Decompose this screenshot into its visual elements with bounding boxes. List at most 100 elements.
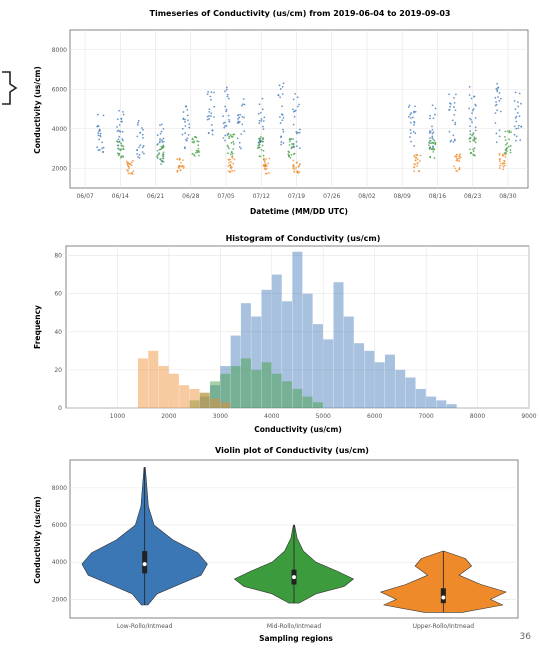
timeseries-point — [179, 169, 182, 172]
timeseries-point — [230, 166, 233, 169]
timeseries-point — [159, 132, 162, 135]
timeseries-point — [128, 167, 130, 170]
timeseries-point — [208, 118, 210, 120]
timeseries-point — [191, 138, 194, 141]
timeseries-point — [160, 123, 163, 126]
timeseries-point — [287, 153, 290, 155]
timeseries-point — [459, 153, 462, 155]
histogram-gridlines — [66, 246, 530, 409]
timeseries-point — [494, 112, 497, 115]
timeseries-point — [410, 140, 412, 143]
timeseries-point — [499, 97, 502, 100]
timeseries-point — [289, 138, 292, 141]
timeseries-point — [497, 96, 499, 98]
timeseries-point — [141, 133, 144, 136]
timeseries-xlabel: Datetime (MM/DD UTC) — [250, 207, 348, 216]
timeseries-point — [160, 147, 163, 150]
timeseries-cluster — [453, 153, 462, 172]
timeseries-point — [224, 139, 226, 142]
timeseries-point — [158, 141, 161, 144]
timeseries-point — [451, 119, 454, 122]
timeseries-point — [141, 146, 144, 149]
timeseries-point — [430, 148, 433, 151]
timeseries-point — [454, 123, 457, 126]
timeseries-point — [257, 112, 260, 115]
timeseries-point — [263, 161, 266, 163]
timeseries-point — [414, 156, 416, 159]
timeseries-point — [434, 107, 437, 110]
histogram-bar — [148, 350, 159, 408]
timeseries-point — [293, 115, 296, 118]
timeseries-point — [454, 93, 457, 96]
timeseries-point — [238, 146, 241, 148]
timeseries-point — [160, 145, 163, 148]
timeseries-point — [292, 167, 295, 170]
timeseries-point — [207, 91, 210, 93]
violin-median-dot — [441, 595, 446, 600]
timeseries-point — [501, 154, 504, 157]
timeseries-point — [187, 133, 190, 136]
timeseries-y-tick: 8000 — [52, 47, 67, 54]
timeseries-point — [267, 162, 270, 165]
timeseries-point — [469, 148, 471, 151]
timeseries-point — [413, 121, 416, 124]
timeseries-point — [448, 109, 450, 111]
timeseries-point — [414, 110, 417, 113]
timeseries-point — [228, 120, 231, 123]
timeseries-point — [161, 160, 164, 162]
timeseries-point — [414, 105, 416, 108]
histogram-bar — [179, 385, 190, 408]
timeseries-cluster — [206, 91, 216, 136]
timeseries-point — [287, 150, 290, 153]
timeseries-point — [280, 136, 282, 139]
timeseries-point — [237, 118, 239, 120]
timeseries-point — [188, 123, 191, 126]
violin-frame — [69, 459, 519, 619]
timeseries-point — [298, 171, 301, 173]
timeseries-point — [513, 133, 516, 136]
violin-y-tick: 4000 — [52, 559, 67, 566]
timeseries-point — [450, 139, 453, 142]
timeseries-point — [228, 135, 231, 138]
timeseries-point — [97, 134, 100, 137]
timeseries-point — [292, 138, 294, 141]
timeseries-point — [225, 110, 228, 113]
timeseries-point — [494, 104, 497, 107]
timeseries-point — [409, 136, 411, 138]
timeseries-point — [455, 170, 458, 172]
timeseries-point — [517, 105, 520, 108]
timeseries-point — [505, 148, 508, 150]
timeseries-point — [295, 140, 298, 143]
timeseries-point — [184, 125, 187, 127]
timeseries-point — [507, 130, 509, 133]
timeseries-x-tick: 08/23 — [464, 193, 481, 200]
timeseries-y-tick: 2000 — [52, 165, 67, 172]
timeseries-point — [230, 160, 232, 163]
timeseries-point — [298, 147, 301, 150]
violin-y-tick: 6000 — [52, 522, 67, 529]
timeseries-cluster — [176, 157, 185, 173]
timeseries-point — [161, 141, 164, 143]
timeseries-point — [262, 125, 264, 128]
timeseries-point — [96, 146, 98, 149]
timeseries-point — [432, 150, 435, 153]
timeseries-point — [122, 145, 125, 148]
timeseries-point — [258, 140, 261, 142]
timeseries-point — [508, 131, 511, 134]
timeseries-cluster — [262, 157, 271, 175]
timeseries-point — [517, 124, 520, 127]
timeseries-point — [184, 120, 186, 123]
timeseries-point — [197, 140, 200, 143]
timeseries-point — [195, 136, 198, 139]
timeseries-point — [520, 102, 522, 105]
timeseries-point — [431, 141, 434, 144]
timeseries-point — [136, 153, 139, 155]
violin-x-tick: Low-Rollo/Intmead — [117, 623, 173, 630]
timeseries-point — [505, 152, 507, 155]
timeseries-x-tick: 08/30 — [499, 193, 516, 200]
timeseries-point — [506, 146, 509, 149]
timeseries-point — [236, 137, 239, 140]
timeseries-point — [281, 119, 284, 122]
timeseries-point — [295, 161, 298, 164]
timeseries-point — [185, 139, 188, 142]
